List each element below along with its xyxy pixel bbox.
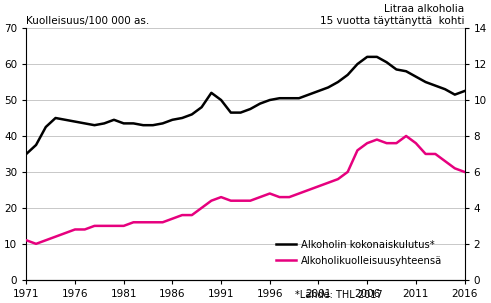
Text: Litraa alkoholia
15 vuotta täyttänyttä  kohti: Litraa alkoholia 15 vuotta täyttänyttä k…: [320, 4, 464, 25]
Legend: Alkoholin kokonaiskulutus*, Alkoholikuolleisuusyhteensä: Alkoholin kokonaiskulutus*, Alkoholikuol…: [272, 236, 446, 270]
Text: Kuolleisuus/100 000 as.: Kuolleisuus/100 000 as.: [27, 15, 150, 25]
Text: *Lähde: THL 2017: *Lähde: THL 2017: [295, 290, 382, 300]
